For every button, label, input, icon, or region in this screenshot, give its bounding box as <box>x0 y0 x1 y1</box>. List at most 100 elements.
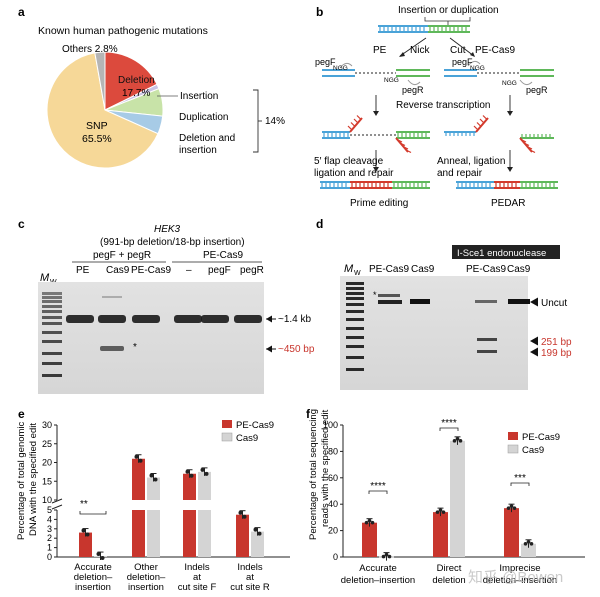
e-break <box>51 504 63 510</box>
e-point <box>253 527 258 532</box>
f-point <box>529 542 534 546</box>
e-cat-label: insertion <box>128 582 164 593</box>
ladder-band <box>42 292 62 295</box>
cut-label: Cut <box>450 45 466 56</box>
e-cat-label: insertion <box>75 582 111 593</box>
e-point <box>153 477 158 482</box>
pie-chart <box>46 51 164 169</box>
e-point <box>189 473 194 478</box>
final-dna-right <box>456 181 558 189</box>
f-tick-label: 20 <box>328 526 338 536</box>
rt-label: Reverse transcription <box>396 100 490 111</box>
f-point <box>452 439 457 443</box>
pegf-label-left: pegF <box>315 57 336 67</box>
rt-tick <box>347 125 353 131</box>
gel-image-d <box>340 276 528 390</box>
f-point <box>441 510 446 514</box>
d-lane-4: Cas9 <box>507 264 531 275</box>
pecas9-label: PE-Cas9 <box>475 45 515 56</box>
ladder-band <box>346 287 364 290</box>
f-point <box>435 510 440 514</box>
e-point <box>238 510 243 515</box>
band-450bp-lane-2 <box>100 346 124 351</box>
e-bar-0-0 <box>79 532 92 557</box>
panel-letter-b: b <box>316 5 323 19</box>
rt-tick <box>397 139 403 143</box>
ladder-band <box>346 310 364 313</box>
ladder-band <box>346 368 364 371</box>
ladder-band <box>346 292 364 295</box>
e-tick-label: 4 <box>47 514 52 524</box>
snp-pct: 65.5% <box>82 133 112 145</box>
top-dna <box>378 25 470 33</box>
f-point <box>526 540 531 544</box>
f-point <box>367 518 372 523</box>
ladder-band <box>42 322 62 325</box>
others-label: Others 2.8% <box>62 44 118 55</box>
e-bar-lo-1-2 <box>198 510 211 557</box>
ngg-label-left: NGG <box>333 65 348 72</box>
ngg-label-right: NGG <box>470 65 485 72</box>
e-bar-hi-0-1 <box>132 458 145 500</box>
ngg-label-right2: NGG <box>502 80 517 87</box>
pegr-label-left: pegR <box>402 85 424 95</box>
d-lane-2: Cas9 <box>411 264 435 275</box>
f-sig-bracket <box>439 427 459 431</box>
rt-tick <box>356 115 362 120</box>
gel-image-c <box>38 282 264 394</box>
f-bar-1-2 <box>521 543 536 557</box>
marker-label: M <box>40 272 50 284</box>
e-tick-label: 20 <box>42 458 52 468</box>
f-tick-label: 0 <box>333 552 338 562</box>
f-point <box>458 439 463 443</box>
pegr-label-right: pegR <box>526 85 548 95</box>
panel-letter-c: c <box>18 217 25 231</box>
band-1p4kb-lane-6 <box>234 315 262 323</box>
lane-label-2: Cas9 <box>106 265 130 276</box>
e-bar-lo-0-2 <box>183 510 196 557</box>
band-1p4kb-lane-2 <box>98 315 126 323</box>
e-tick-label: 10 <box>42 495 52 505</box>
e-cat-label: at <box>193 572 201 583</box>
ladder-band <box>42 340 62 343</box>
band-star <box>378 294 400 297</box>
rt-tick <box>530 149 536 154</box>
ladder-band <box>346 356 364 359</box>
rt-tick <box>479 118 485 124</box>
f-point <box>455 437 460 441</box>
f-sig: *** <box>514 473 526 484</box>
e-bar-lo-1-1 <box>147 510 160 557</box>
left-edit-dna <box>322 62 430 86</box>
e-ylabel-2: DNA with the specified edit <box>28 423 39 536</box>
band-1p4kb-lane-5 <box>201 315 229 323</box>
panel-a: a Known human pathogenic mutations Other… <box>18 5 285 169</box>
rt-right <box>444 115 554 154</box>
f-sig-bracket <box>368 490 388 494</box>
lane-label-4: – <box>186 265 192 276</box>
watermark: 知乎 @Bowen <box>468 569 563 586</box>
f-cat-label: deletion <box>432 575 465 586</box>
gel-d-star: * <box>373 290 377 300</box>
pie-slice-others <box>94 51 106 111</box>
lane-label-3: PE-Cas9 <box>131 265 171 276</box>
e-cat-label: Indels <box>184 562 210 573</box>
ladder-band <box>42 300 62 303</box>
e-tick-label: 30 <box>42 420 52 430</box>
delins-label-1: Deletion and <box>179 133 235 144</box>
anneal-label-1: Anneal, ligation <box>437 156 505 167</box>
band-lane-1 <box>378 300 402 304</box>
d-marker-sub: W <box>354 270 361 277</box>
top-label: Insertion or duplication <box>398 5 499 16</box>
band-251bp: 251 bp <box>541 337 572 348</box>
rt-tick <box>524 142 530 147</box>
f-point <box>364 520 369 525</box>
band-199 <box>477 350 497 353</box>
panel-b: b Insertion or duplication PE Nick Cut P… <box>314 5 558 209</box>
f-legend-swatch-2 <box>507 444 519 454</box>
e-cat-label: Indels <box>237 562 263 573</box>
group1-label: pegF + pegR <box>93 250 151 261</box>
ladder-band <box>42 310 62 313</box>
ladder-band <box>346 318 364 321</box>
e-cat-label: Accurate <box>74 562 112 573</box>
